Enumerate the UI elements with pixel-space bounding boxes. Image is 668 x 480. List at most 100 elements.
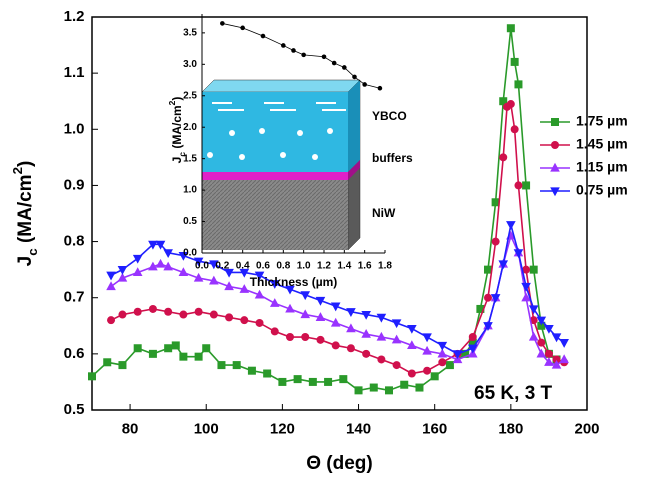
y-axis-label-part: 2 bbox=[10, 167, 25, 174]
x-tick-label: 0.8 bbox=[276, 261, 290, 272]
y-axis-label-part: ) bbox=[170, 97, 184, 101]
x-tick-label: 200 bbox=[574, 420, 599, 437]
marker bbox=[354, 386, 363, 395]
marker bbox=[391, 319, 402, 329]
y-axis-label-part: J bbox=[15, 256, 36, 267]
marker bbox=[133, 307, 142, 316]
marker bbox=[148, 349, 157, 358]
marker bbox=[106, 271, 116, 281]
marker bbox=[445, 361, 454, 370]
marker bbox=[559, 339, 569, 348]
layer-diagram bbox=[201, 79, 361, 251]
y-tick-label: 1.2 bbox=[64, 8, 85, 25]
x-tick-label: 80 bbox=[122, 420, 139, 437]
marker bbox=[164, 307, 173, 316]
marker bbox=[499, 97, 508, 106]
marker bbox=[407, 369, 416, 378]
marker bbox=[369, 383, 378, 392]
marker bbox=[269, 298, 280, 307]
marker bbox=[484, 265, 492, 274]
marker bbox=[178, 267, 189, 277]
layer-label: YBCO bbox=[372, 109, 407, 123]
layer-label: NiW bbox=[372, 206, 396, 220]
marker bbox=[490, 294, 501, 303]
x-tick-label: 120 bbox=[270, 420, 295, 437]
y-tick-label: 2.0 bbox=[183, 122, 197, 133]
marker bbox=[551, 333, 562, 343]
x-tick-label: 1.6 bbox=[358, 261, 372, 272]
marker bbox=[179, 352, 188, 361]
marker bbox=[194, 352, 203, 361]
marker bbox=[551, 359, 562, 369]
marker bbox=[164, 344, 173, 353]
y-tick-label: 1.0 bbox=[64, 120, 85, 137]
marker bbox=[217, 361, 226, 370]
marker bbox=[330, 302, 341, 312]
marker bbox=[376, 331, 387, 341]
marker bbox=[491, 237, 500, 246]
marker bbox=[209, 275, 219, 285]
marker bbox=[362, 349, 371, 358]
marker bbox=[422, 333, 432, 343]
y-tick-label: 2.5 bbox=[183, 90, 197, 101]
marker bbox=[239, 284, 250, 293]
marker bbox=[300, 309, 311, 319]
x-tick-label: 1.0 bbox=[297, 261, 311, 272]
marker bbox=[255, 318, 264, 327]
y-axis-label-part: (MA/cm bbox=[15, 174, 36, 248]
y-tick-label: 0.6 bbox=[64, 345, 85, 362]
marker bbox=[117, 266, 128, 275]
marker bbox=[225, 313, 234, 322]
marker bbox=[528, 305, 539, 315]
marker bbox=[536, 348, 547, 358]
plot-frame bbox=[91, 16, 588, 411]
marker bbox=[400, 380, 409, 389]
marker bbox=[467, 344, 478, 354]
x-tick-label: 0.2 bbox=[215, 261, 229, 272]
y-axis-label-part: J bbox=[170, 157, 184, 164]
marker bbox=[278, 377, 287, 386]
marker bbox=[148, 240, 158, 250]
x-tick-label: 1.8 bbox=[378, 261, 392, 272]
y-axis-label-part: c bbox=[177, 152, 187, 157]
y-axis-label-part: ) bbox=[15, 161, 36, 167]
marker bbox=[321, 54, 327, 60]
marker bbox=[202, 344, 211, 353]
marker bbox=[286, 333, 294, 342]
marker bbox=[483, 322, 493, 331]
marker bbox=[339, 375, 348, 384]
marker bbox=[352, 74, 357, 80]
x-tick-label: 0.0 bbox=[195, 261, 209, 272]
marker bbox=[193, 257, 204, 267]
marker bbox=[550, 162, 560, 172]
marker bbox=[529, 265, 538, 274]
marker bbox=[285, 303, 295, 313]
marker bbox=[491, 198, 500, 207]
x-tick-label: 0.4 bbox=[236, 261, 250, 272]
marker bbox=[521, 282, 531, 292]
marker bbox=[437, 341, 448, 351]
marker bbox=[293, 375, 302, 384]
y-tick-label: 1.5 bbox=[183, 153, 197, 164]
y-tick-label: 0.0 bbox=[183, 248, 197, 259]
marker bbox=[407, 324, 417, 334]
x-tick-label: 0.6 bbox=[256, 261, 270, 272]
marker bbox=[484, 293, 492, 302]
x-tick-label: 140 bbox=[346, 420, 371, 437]
y-tick-label: 0.8 bbox=[64, 233, 85, 250]
x-tick-label: 1.2 bbox=[317, 261, 331, 272]
marker bbox=[220, 21, 225, 26]
marker bbox=[437, 348, 448, 358]
legend-label: 1.15 µm bbox=[576, 159, 628, 175]
annotation: 65 K, 3 T bbox=[474, 383, 553, 404]
marker bbox=[438, 358, 447, 367]
marker bbox=[240, 316, 249, 325]
y-tick-label: 0.7 bbox=[64, 289, 85, 306]
marker bbox=[376, 313, 387, 323]
y-tick-label: 1.0 bbox=[183, 185, 197, 196]
marker bbox=[550, 187, 560, 197]
marker bbox=[342, 65, 347, 70]
marker bbox=[232, 361, 241, 370]
marker bbox=[308, 377, 317, 386]
legend-label: 1.45 µm bbox=[576, 136, 628, 152]
